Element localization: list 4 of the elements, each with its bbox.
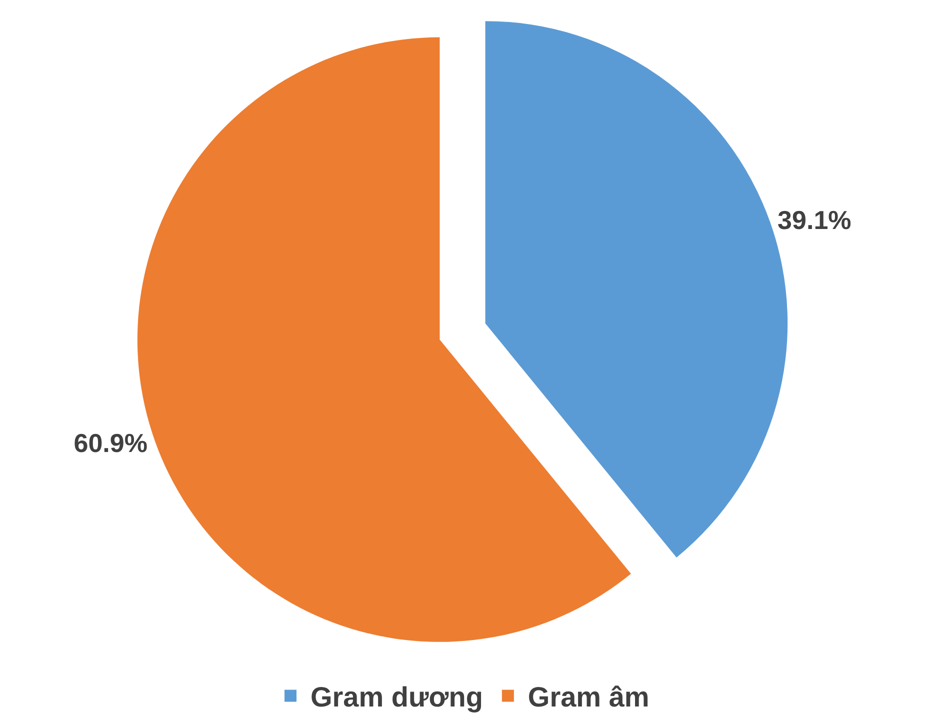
legend-label: Gram âm xyxy=(528,682,650,713)
data-label: 39.1% xyxy=(778,205,852,236)
data-label: 60.9% xyxy=(74,428,148,458)
legend-label: Gram dương xyxy=(310,682,483,713)
